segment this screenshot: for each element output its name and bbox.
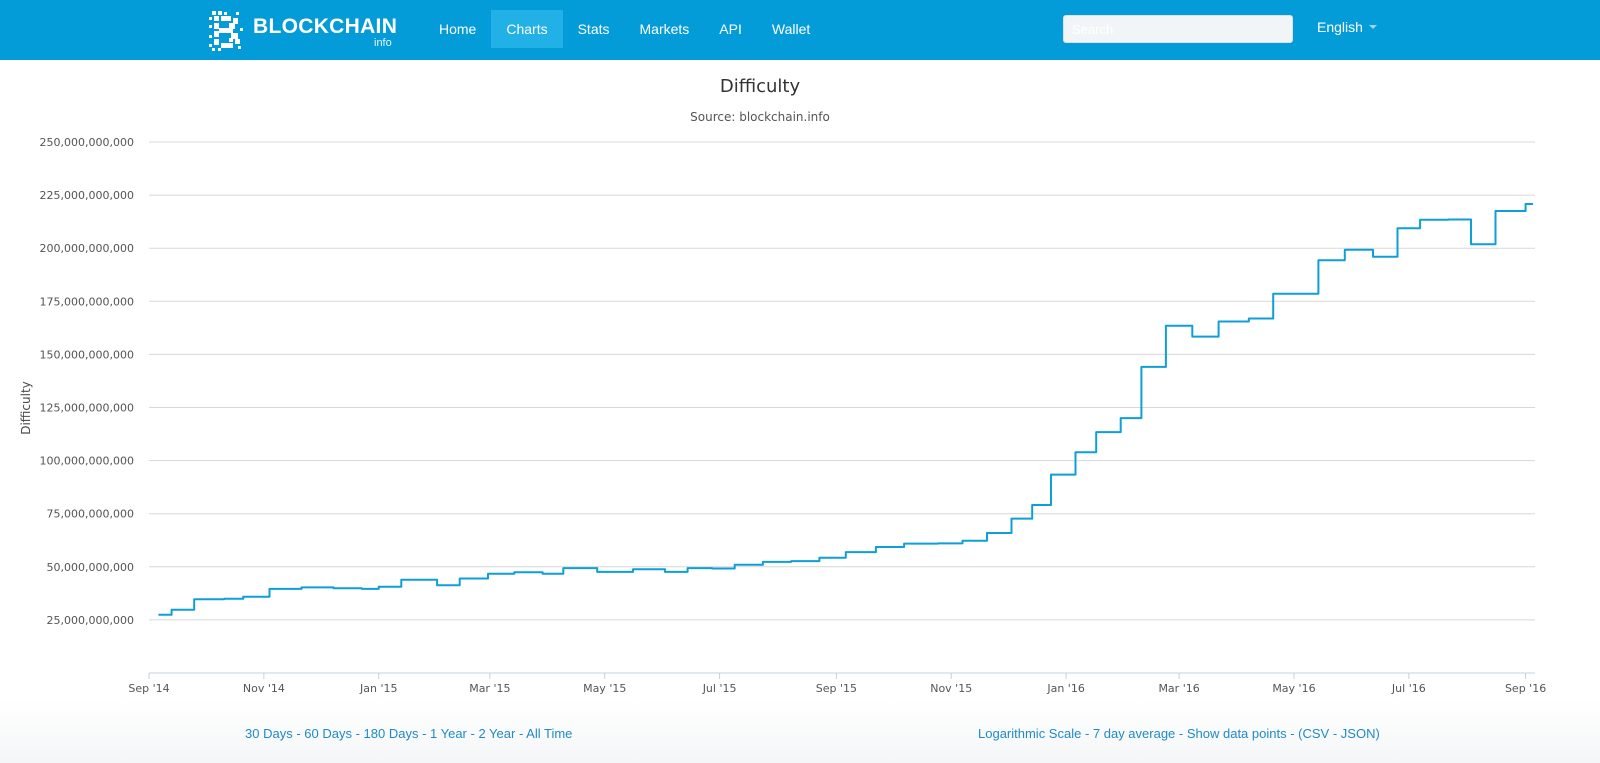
nav-home[interactable]: Home (439, 21, 477, 37)
nav-wallet[interactable]: Wallet (771, 21, 811, 37)
y-tick-label: 50,000,000,000 (47, 561, 134, 574)
x-tick-label: Mar '15 (469, 682, 510, 695)
language-dropdown[interactable]: English (1317, 19, 1377, 35)
csv-download-link[interactable]: CSV (1302, 726, 1330, 741)
log-scale-link[interactable]: Logarithmic Scale (978, 726, 1082, 741)
range-2-year-link[interactable]: 2 Year (478, 726, 516, 741)
x-tick-label: May '15 (583, 682, 626, 695)
y-axis-title: Difficulty (19, 381, 33, 435)
chart-subtitle: Source: blockchain.info (690, 110, 830, 124)
brand-sub: info (374, 37, 392, 49)
x-axis-ticks: Sep '14 Nov '14 Jan '15 Mar '15 May '15 Jul '… (128, 673, 1546, 695)
x-tick-label: Sep '14 (128, 682, 169, 695)
nav-markets[interactable]: Markets (639, 21, 690, 37)
chevron-down-icon (1368, 25, 1377, 30)
nav-stats[interactable]: Stats (577, 21, 610, 37)
y-tick-label: 25,000,000,000 (47, 614, 134, 627)
x-tick-label: Sep '15 (816, 682, 857, 695)
y-tick-label: 125,000,000,000 (40, 402, 134, 415)
y-tick-label: 150,000,000,000 (40, 348, 134, 361)
nav-charts[interactable]: Charts (491, 10, 563, 48)
blockchain-logo[interactable]: BLOCKCHAIN info (209, 11, 399, 51)
range-all-time-link[interactable]: All Time (526, 726, 573, 741)
x-tick-label: Nov '14 (243, 682, 285, 695)
y-axis-ticks: 25,000,000,000 50,000,000,000 75,000,000,0… (40, 136, 134, 627)
x-tick-label: Jan '15 (359, 682, 397, 695)
grid-lines (149, 141, 1535, 621)
navbar: BLOCKCHAIN info Home Charts Stats Market… (0, 0, 1600, 60)
x-tick-label: Sep '16 (1505, 682, 1546, 695)
blockchain-logo-icon (209, 11, 243, 51)
x-tick-label: Nov '15 (930, 682, 972, 695)
x-tick-label: Mar '16 (1158, 682, 1199, 695)
range-180-days-link[interactable]: 180 Days (363, 726, 419, 741)
json-download-link[interactable]: JSON (1340, 726, 1376, 741)
main-nav: Home Charts Stats Markets API Wallet (424, 10, 825, 48)
y-tick-label: 200,000,000,000 (40, 242, 134, 255)
search-input[interactable] (1063, 15, 1293, 43)
seven-day-average-link[interactable]: 7 day average (1092, 726, 1176, 741)
chart-title: Difficulty (719, 76, 801, 97)
x-tick-label: Jul '16 (1391, 682, 1426, 695)
show-data-points-link[interactable]: Show data points (1186, 726, 1287, 741)
range-1-year-link[interactable]: 1 Year (430, 726, 467, 741)
y-tick-label: 75,000,000,000 (47, 508, 134, 521)
difficulty-chart: 25,000,000,000 50,000,000,000 75,000,000,0… (19, 136, 1546, 695)
range-30-days-link[interactable]: 30 Days (245, 726, 293, 741)
y-tick-label: 250,000,000,000 (40, 136, 134, 149)
y-tick-label: 225,000,000,000 (40, 189, 134, 202)
language-label: English (1317, 19, 1363, 35)
y-tick-label: 100,000,000,000 (40, 455, 134, 468)
time-range-links: 30 Days - 60 Days - 180 Days - 1 Year - … (245, 726, 573, 741)
x-tick-label: Jul '15 (702, 682, 737, 695)
x-tick-label: Jan '16 (1046, 682, 1084, 695)
nav-api[interactable]: API (719, 21, 742, 37)
range-60-days-link[interactable]: 60 Days (304, 726, 352, 741)
chart-options-links: Logarithmic Scale - 7 day average - Show… (978, 726, 1380, 741)
x-tick-label: May '16 (1272, 682, 1315, 695)
y-tick-label: 175,000,000,000 (40, 295, 134, 308)
difficulty-series-line (158, 203, 1534, 616)
footer-bar (0, 700, 1600, 763)
brand-name: BLOCKCHAIN (253, 15, 398, 38)
